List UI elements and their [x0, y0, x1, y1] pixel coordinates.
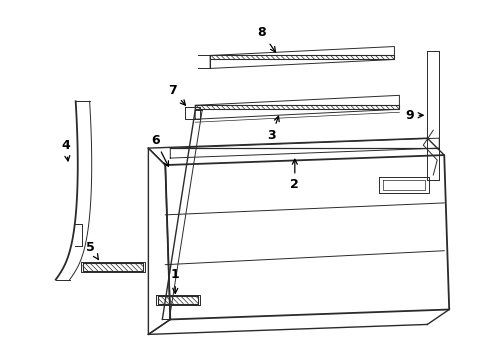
Text: 7: 7 [168, 84, 185, 105]
Text: 8: 8 [258, 26, 275, 52]
Text: 3: 3 [268, 116, 279, 142]
Text: 5: 5 [86, 241, 98, 260]
Text: 1: 1 [171, 268, 180, 293]
Text: 9: 9 [405, 109, 423, 122]
Text: 6: 6 [151, 134, 169, 166]
Text: 2: 2 [291, 159, 299, 192]
Text: 4: 4 [61, 139, 70, 161]
